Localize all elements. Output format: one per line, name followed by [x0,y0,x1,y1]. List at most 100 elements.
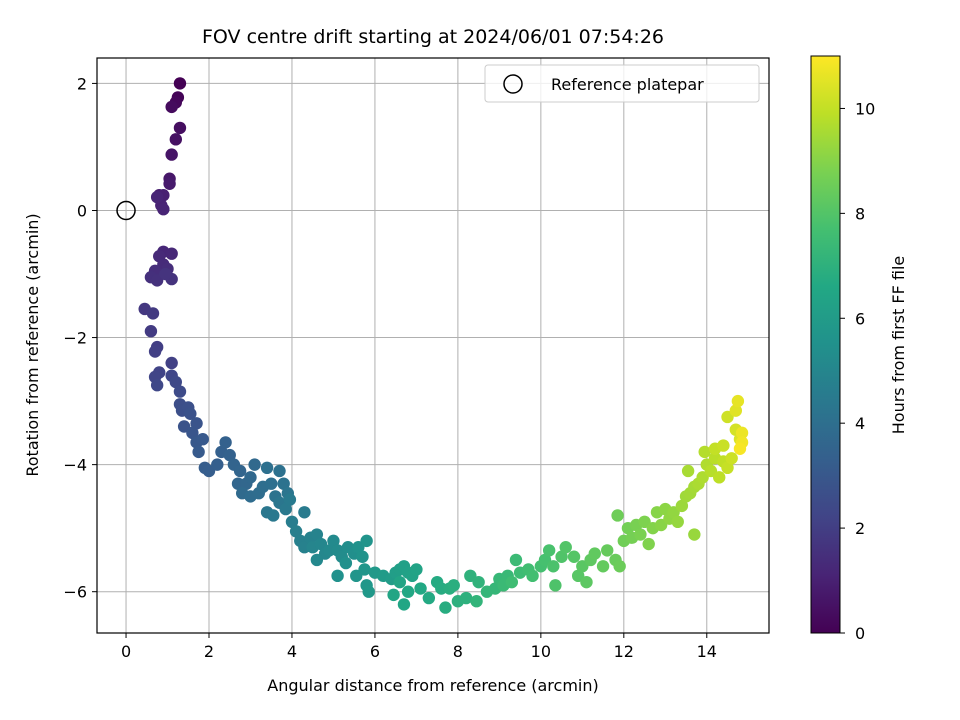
data-point [681,464,695,478]
data-point [439,601,452,614]
scatter-points [138,77,749,614]
data-point [447,579,460,592]
data-point [190,417,203,430]
data-point [289,525,303,538]
data-point [470,595,483,608]
data-point [146,307,160,320]
data-point [729,404,743,417]
data-point [642,537,655,551]
data-point [472,575,485,589]
data-point [634,528,647,541]
data-point [549,579,562,592]
data-point [505,575,519,589]
data-point [596,560,610,573]
legend-marker [503,74,523,94]
legend-box [484,64,760,103]
data-point [211,458,224,471]
grid [97,58,769,633]
colorbar-tick-label: 0 [855,624,865,643]
data-point [260,461,274,475]
data-point [393,575,407,589]
data-point [157,203,170,216]
data-point [184,407,197,421]
data-point [150,379,164,392]
data-point [273,464,286,478]
data-point [547,560,560,573]
data-point [713,471,726,484]
colorbar-ticks: 0 2 4 6 8 10 [840,99,875,643]
data-point [358,563,371,576]
data-point [331,569,344,583]
data-point [422,591,436,605]
data-point [509,553,523,567]
colorbar-tick-label: 6 [855,309,865,328]
colorbar-tick-label: 2 [855,519,865,538]
data-point [223,448,236,462]
data-point [283,493,297,506]
data-point [613,560,626,573]
data-point [173,77,187,90]
x-tick-label: 0 [121,642,131,661]
data-point [601,544,614,557]
data-point [173,385,187,398]
chart-title: FOV centre drift starting at 2024/06/01 … [202,26,664,48]
data-point [169,133,183,146]
x-tick-label: 6 [370,642,380,661]
data-point [401,585,415,598]
data-point [165,247,178,260]
data-point [542,544,556,557]
data-point [148,345,162,358]
x-axis-label: Angular distance from reference (arcmin) [267,676,598,695]
data-point [192,445,205,459]
data-point [173,121,187,135]
data-point [721,461,734,475]
colorbar-tick-label: 10 [855,99,875,118]
data-point [671,515,684,529]
data-point [244,471,257,484]
data-point [279,502,292,516]
legend-label: Reference platepar [551,75,704,94]
data-point [567,550,581,563]
colorbar-tick-label: 8 [855,204,865,223]
x-tick-label: 10 [531,642,551,661]
data-point [356,550,369,563]
data-point [731,394,745,408]
data-point [267,509,280,522]
x-tick-label: 12 [614,642,634,661]
data-point [360,534,373,548]
data-point [310,553,324,567]
y-axis-ticks: −6 −4 −2 0 2 [63,74,97,602]
data-point [387,588,400,602]
data-point [397,598,411,611]
data-point [165,356,178,370]
y-tick-label: −6 [63,583,87,602]
data-point [298,506,311,519]
y-axis-label: Rotation from reference (arcmin) [23,213,42,476]
data-point [559,541,572,554]
data-point [698,445,711,459]
y-tick-label: −4 [63,456,87,475]
data-point [165,148,178,161]
x-axis-ticks: 0 2 4 6 8 10 12 14 [121,633,717,661]
data-point [310,528,324,541]
data-point [459,591,473,605]
data-point [196,433,209,446]
x-tick-label: 8 [453,642,463,661]
x-tick-label: 14 [697,642,717,661]
colorbar-label: Hours from first FF file [889,256,908,435]
y-tick-label: 0 [77,201,87,220]
data-point [186,426,199,440]
data-point [339,556,353,570]
data-point [735,426,749,440]
colorbar [810,55,841,634]
data-point [327,534,340,548]
data-point [526,569,539,583]
data-point [675,499,689,513]
data-point [144,325,158,338]
legend: Reference platepar [484,64,760,103]
data-point [362,585,375,598]
reference-marker [116,200,136,221]
data-point [248,458,261,471]
data-point [265,477,278,490]
